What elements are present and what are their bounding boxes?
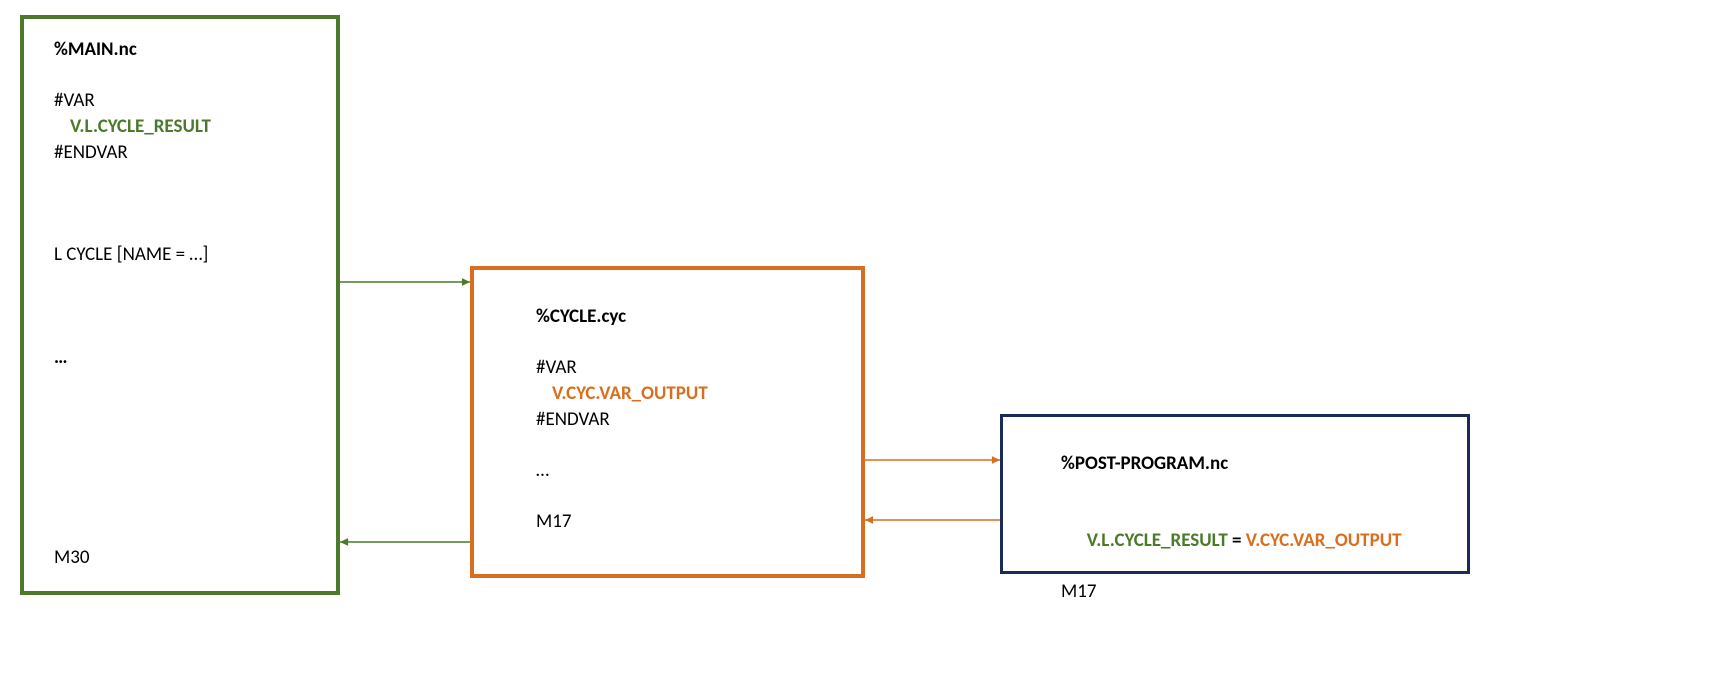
spacer <box>54 293 316 319</box>
main-cycle-call: L CYCLE [NAME = …] <box>54 242 316 268</box>
cycle-end: M17 <box>536 509 841 535</box>
main-title: %MAIN.nc <box>54 37 316 63</box>
main-var-open: #VAR <box>54 88 316 114</box>
cycle-program-box: %CYCLE.cyc #VAR V.CYC.VAR_OUTPUT #ENDVAR… <box>470 266 865 578</box>
post-end: M17 <box>1061 579 1447 605</box>
post-assign-left: V.L.CYCLE_RESULT <box>1087 529 1228 552</box>
main-ellipsis: … <box>54 345 316 371</box>
post-assign-eq: = <box>1228 529 1246 552</box>
spacer <box>536 432 841 458</box>
spacer <box>54 165 316 191</box>
post-program-box: %POST-PROGRAM.nc V.L.CYCLE_RESULT = V.CY… <box>1000 414 1470 574</box>
post-assignment: V.L.CYCLE_RESULT = V.CYC.VAR_OUTPUT <box>1061 502 1447 579</box>
spacer <box>536 483 841 509</box>
main-program-box: %MAIN.nc #VAR V.L.CYCLE_RESULT #ENDVAR L… <box>20 15 340 595</box>
cycle-var-close: #ENDVAR <box>536 407 841 433</box>
cycle-ellipsis: … <box>536 458 841 484</box>
cycle-var-name: V.CYC.VAR_OUTPUT <box>536 381 841 407</box>
spacer <box>54 63 316 89</box>
spacer <box>54 268 316 294</box>
post-assign-right: V.CYC.VAR_OUTPUT <box>1246 529 1402 552</box>
cycle-title: %CYCLE.cyc <box>536 304 841 330</box>
diagram-canvas: %MAIN.nc #VAR V.L.CYCLE_RESULT #ENDVAR L… <box>0 0 1728 678</box>
spacer <box>1061 477 1447 503</box>
spacer <box>536 330 841 356</box>
main-end: M30 <box>54 545 90 571</box>
post-title: %POST-PROGRAM.nc <box>1061 451 1447 477</box>
cycle-var-open: #VAR <box>536 355 841 381</box>
main-var-name: V.L.CYCLE_RESULT <box>54 114 316 140</box>
spacer <box>54 319 316 345</box>
main-var-close: #ENDVAR <box>54 140 316 166</box>
spacer <box>54 216 316 242</box>
spacer <box>54 191 316 217</box>
